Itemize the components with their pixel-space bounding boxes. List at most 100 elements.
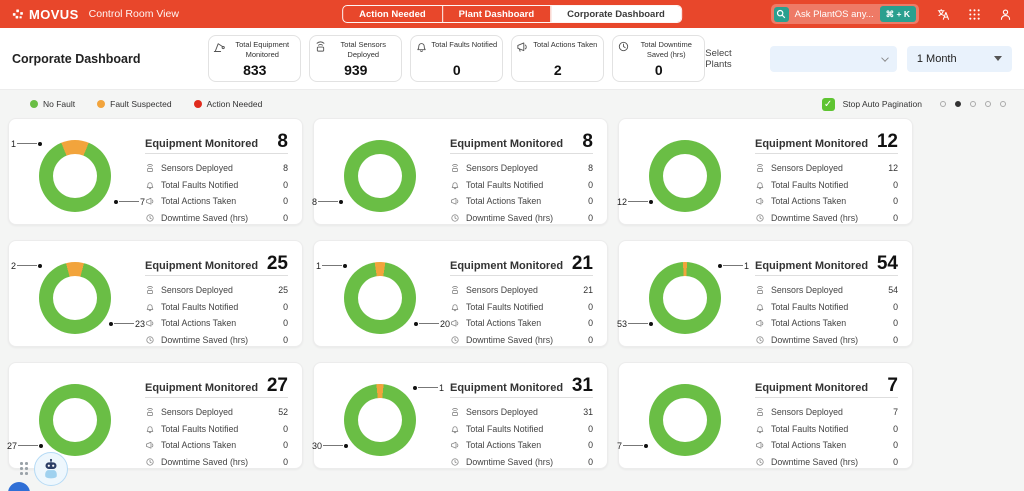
stat-value: 0 xyxy=(893,423,898,434)
equipment-status-donut: 8 xyxy=(312,139,416,212)
stat-value: 52 xyxy=(278,407,288,418)
kpi-value: 939 xyxy=(344,62,368,78)
plant-card[interactable]: 7 Equipment Monitored 7 Sensors Deployed… xyxy=(617,362,913,471)
plant-card[interactable]: 8 Equipment Monitored 8 Sensors Deployed… xyxy=(312,118,608,225)
stat-label: Sensors Deployed xyxy=(771,163,843,174)
equipment-icon xyxy=(213,40,226,58)
stat-value: 21 xyxy=(583,285,593,296)
stat-total-faults-notified: Total Faults Notified 0 xyxy=(145,421,288,438)
plant-card[interactable]: 1 53 Equipment Monitored 54 Sensors Deplo… xyxy=(617,240,913,347)
card-title: Equipment Monitored xyxy=(450,382,564,395)
stat-value: 7 xyxy=(893,407,898,418)
stop-auto-pagination-label: Stop Auto Pagination xyxy=(842,99,922,109)
translate-icon[interactable] xyxy=(937,8,950,21)
plant-card[interactable]: 12 Equipment Monitored 12 Sensors Deploy… xyxy=(617,118,913,227)
stat-total-actions-taken: Total Actions Taken 0 xyxy=(450,193,593,210)
plant-card[interactable]: 27 Equipment Monitored 27 Sensors Deploy… xyxy=(7,362,303,469)
stat-total-actions-taken: Total Actions Taken 0 xyxy=(450,437,593,454)
stat-label: Total Faults Notified xyxy=(466,179,544,190)
donut-zone: 12 xyxy=(617,119,751,224)
plant-card[interactable]: 1 30 Equipment Monitored 31 Sensors Deplo… xyxy=(312,362,608,469)
action-icon xyxy=(516,40,529,58)
stat-label: Total Faults Notified xyxy=(466,423,544,434)
equipment-monitored-value: 54 xyxy=(876,253,898,274)
stat-sensors-deployed: Sensors Deployed 12 xyxy=(755,160,898,177)
stat-value: 0 xyxy=(588,179,593,190)
stop-auto-pagination-checkbox[interactable]: ✓ xyxy=(821,97,835,111)
pagination-dot[interactable] xyxy=(985,101,991,107)
stat-value: 0 xyxy=(283,301,288,312)
action-icon xyxy=(450,440,461,450)
equipment-monitored-value: 25 xyxy=(266,253,288,274)
donut-callout: 20 xyxy=(413,319,450,329)
pagination-dot[interactable] xyxy=(940,101,946,107)
dashboard-tabs: Action Needed Plant Dashboard Corporate … xyxy=(342,5,682,23)
stat-value: 25 xyxy=(278,285,288,296)
clock-icon xyxy=(755,335,766,345)
tab-corporate-dashboard[interactable]: Corporate Dashboard xyxy=(551,6,681,22)
filters: Select Plants 1 Month xyxy=(705,45,1012,72)
stat-sensors-deployed: Sensors Deployed 8 xyxy=(145,160,288,177)
stat-value: 0 xyxy=(893,440,898,451)
drag-handle-icon[interactable] xyxy=(20,462,29,476)
apps-grid-icon[interactable] xyxy=(968,8,981,21)
pagination-dot[interactable] xyxy=(970,101,976,107)
stat-label: Total Actions Taken xyxy=(161,196,237,207)
stat-value: 0 xyxy=(893,301,898,312)
stat-label: Sensors Deployed xyxy=(466,285,538,296)
stat-total-faults-notified: Total Faults Notified 0 xyxy=(450,177,593,194)
stat-sensors-deployed: Sensors Deployed 31 xyxy=(450,404,593,421)
equipment-status-donut: 1 20 xyxy=(316,261,450,334)
donut-callout: 27 xyxy=(7,441,44,451)
pagination-dot[interactable] xyxy=(955,101,961,107)
kpi-label: Total Actions Taken xyxy=(533,40,598,49)
chatbot-button[interactable] xyxy=(34,452,68,486)
equipment-status-donut: 1 53 xyxy=(617,261,749,334)
clock-icon xyxy=(450,335,461,345)
fault-icon xyxy=(145,424,156,434)
stat-sensors-deployed: Sensors Deployed 25 xyxy=(145,282,288,299)
stat-total-faults-notified: Total Faults Notified 0 xyxy=(145,299,288,316)
stat-label: Total Faults Notified xyxy=(771,423,849,434)
sensor-icon xyxy=(450,407,461,417)
pagination-controls: ✓ Stop Auto Pagination xyxy=(821,97,1006,111)
clock-icon xyxy=(755,213,766,223)
stat-value: 0 xyxy=(893,334,898,345)
kpi-value: 2 xyxy=(553,62,562,78)
donut-zone: 2 23 xyxy=(9,241,145,346)
caret-down-icon xyxy=(993,56,1002,61)
action-icon xyxy=(450,196,461,206)
equipment-monitored-value: 7 xyxy=(887,375,898,396)
search-icon[interactable] xyxy=(773,6,789,22)
clock-icon xyxy=(450,213,461,223)
donut-callout: 23 xyxy=(108,319,145,329)
clock-icon xyxy=(755,457,766,467)
stat-downtime-saved: Downtime Saved (hrs) 0 xyxy=(755,210,898,227)
pagination-dot[interactable] xyxy=(1000,101,1006,107)
stat-downtime-saved: Downtime Saved (hrs) 0 xyxy=(755,454,898,471)
stat-label: Sensors Deployed xyxy=(161,163,233,174)
subheader: Corporate Dashboard Total Equipment Moni… xyxy=(0,28,1024,90)
stat-label: Sensors Deployed xyxy=(466,163,538,174)
plantos-search[interactable]: Ask PlantOS any... ⌘ + K xyxy=(770,4,919,24)
tab-plant-dashboard[interactable]: Plant Dashboard xyxy=(443,6,552,22)
stat-label: Sensors Deployed xyxy=(161,285,233,296)
stat-value: 0 xyxy=(893,196,898,207)
chatbot-widget xyxy=(20,452,68,486)
period-select[interactable]: 1 Month xyxy=(906,45,1012,72)
sensor-icon xyxy=(145,407,156,417)
plants-select[interactable] xyxy=(770,45,897,72)
tab-action-needed[interactable]: Action Needed xyxy=(343,6,443,22)
user-icon[interactable] xyxy=(999,8,1012,21)
stat-label: Total Faults Notified xyxy=(161,179,239,190)
plant-card[interactable]: 1 20 Equipment Monitored 21 Sensors Deplo… xyxy=(313,240,608,347)
plant-card[interactable]: 2 23 Equipment Monitored 25 Sensors Deplo… xyxy=(8,240,303,347)
fault-icon xyxy=(450,180,461,190)
donut-callout: 1 xyxy=(316,261,348,271)
bottom-floating-button[interactable] xyxy=(8,482,30,491)
kpi-value: 0 xyxy=(452,62,461,78)
clock-icon xyxy=(450,457,461,467)
